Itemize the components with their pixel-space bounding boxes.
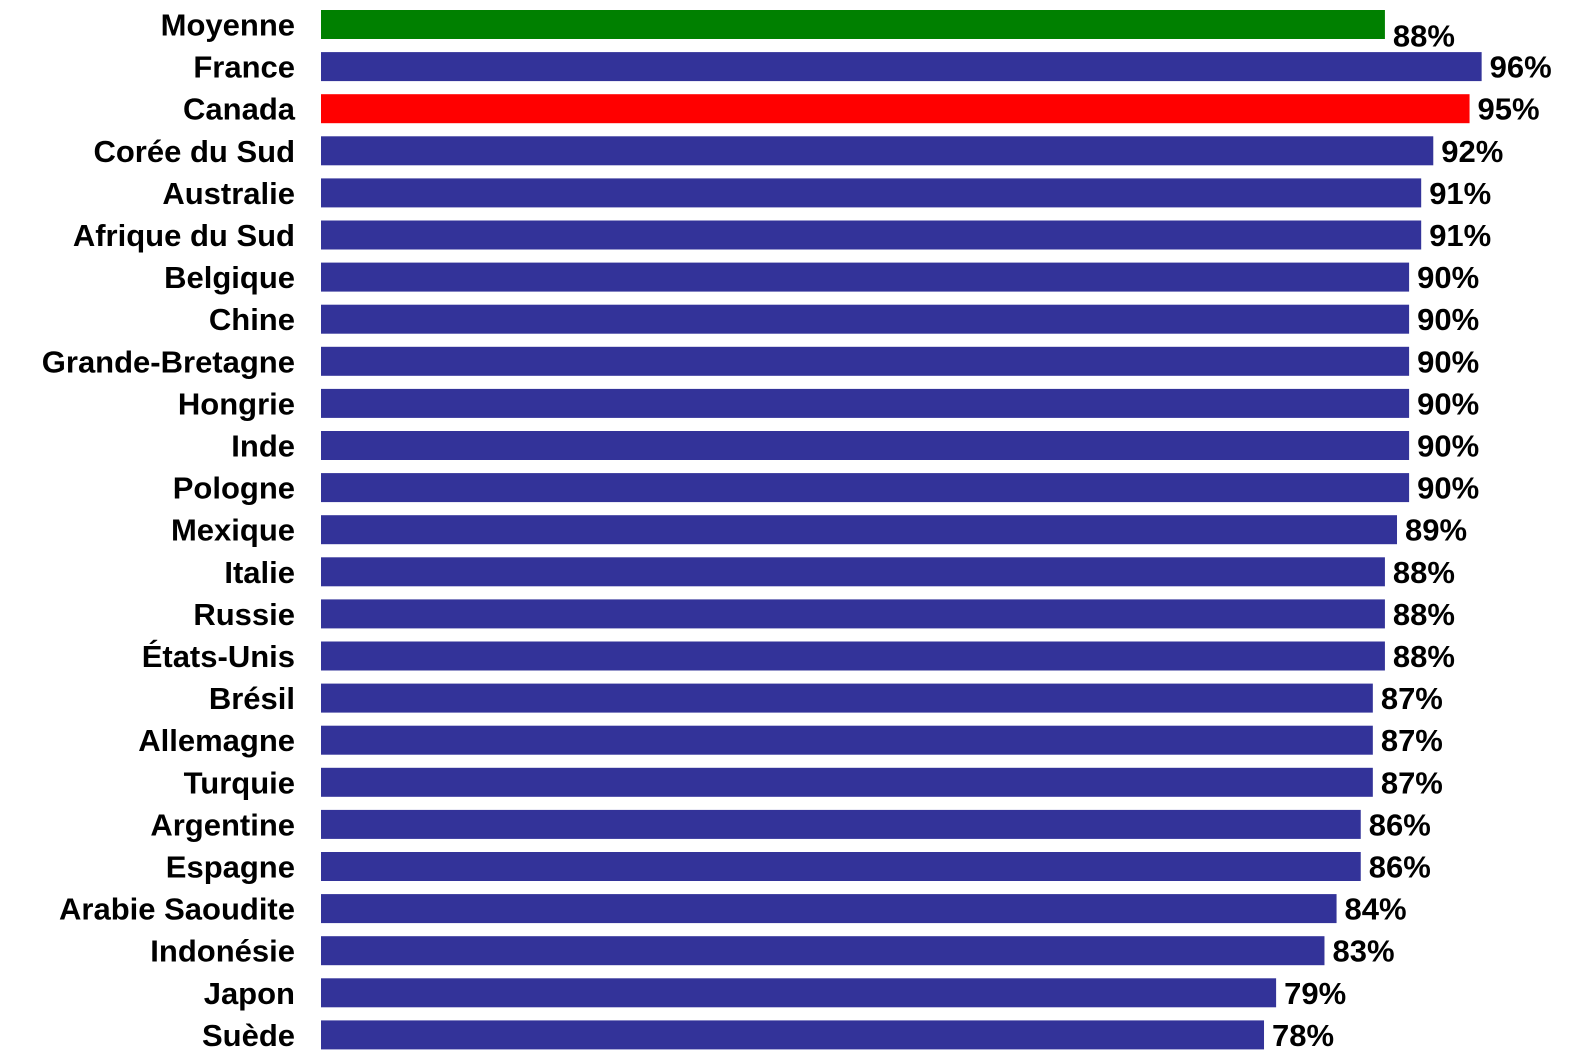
bar [321,388,1410,418]
value-label: 90% [1417,302,1479,337]
bar [321,641,1385,671]
category-label: Allemagne [138,723,295,758]
category-label: Grande-Bretagne [42,344,295,379]
category-label: États-Unis [142,639,295,674]
bar [321,136,1434,166]
value-label: 87% [1381,723,1443,758]
bar [321,894,1337,924]
category-label: Indonésie [150,934,295,969]
value-label: 88% [1393,19,1455,54]
bar [321,725,1373,755]
bar [321,346,1410,376]
category-label: Hongrie [178,386,295,421]
bar [321,431,1410,460]
category-label: Mexique [171,513,295,548]
category-label: Japon [204,976,295,1011]
bar [321,767,1373,797]
bar [321,1020,1265,1050]
bar [321,936,1325,966]
bar [321,599,1385,629]
value-label: 90% [1417,471,1479,506]
bar [321,557,1385,587]
bar [321,94,1470,124]
value-labels: 88% 96% 95% 92% 91% 91% 90% 90% 90% 90% 90% 90% 89% 8… [1272,19,1552,1053]
bar [321,473,1410,503]
bars [321,10,1482,1050]
category-label: Turquie [184,765,295,800]
category-label: Espagne [166,850,295,885]
value-label: 88% [1393,639,1455,674]
category-label: Australie [162,176,295,211]
value-label: 89% [1405,513,1467,548]
bar [321,304,1410,334]
category-label: Belgique [164,260,295,295]
category-label: Inde [231,429,295,464]
value-label: 87% [1381,681,1443,716]
bar [321,978,1277,1008]
value-label: 86% [1369,850,1431,885]
value-label: 91% [1429,218,1491,253]
bar [321,683,1373,713]
bar [321,262,1410,292]
category-label: Italie [224,555,295,590]
value-label: 87% [1381,765,1443,800]
value-label: 96% [1490,50,1552,85]
category-label: Brésil [209,681,295,716]
value-label: 90% [1417,429,1479,464]
category-label: Canada [183,92,296,127]
bar [321,52,1482,82]
category-label: Russie [193,597,295,632]
category-label: France [193,50,295,85]
category-label: Pologne [173,471,295,506]
value-label: 79% [1284,976,1346,1011]
bar [321,220,1422,250]
category-label: Argentine [150,807,295,842]
category-label: Suède [202,1018,295,1053]
value-label: 88% [1393,555,1455,590]
bar [321,809,1361,839]
value-label: 91% [1429,176,1491,211]
value-label: 88% [1393,597,1455,632]
bar [321,515,1398,545]
category-label: Corée du Sud [93,134,295,169]
category-label: Arabie Saoudite [59,892,295,927]
category-label: Moyenne [161,8,295,43]
value-label: 83% [1332,934,1394,969]
value-label: 90% [1417,386,1479,421]
value-label: 95% [1478,92,1540,127]
value-label: 86% [1369,807,1431,842]
bar [321,178,1422,208]
category-labels: Moyenne France Canada Corée du Sud Australie… [42,8,296,1053]
value-label: 78% [1272,1018,1334,1053]
category-label: Afrique du Sud [73,218,295,253]
category-label: Chine [209,302,295,337]
value-label: 92% [1441,134,1503,169]
bar [321,852,1361,881]
value-label: 90% [1417,344,1479,379]
bar [321,10,1385,39]
value-label: 90% [1417,260,1479,295]
value-label: 84% [1345,892,1407,927]
